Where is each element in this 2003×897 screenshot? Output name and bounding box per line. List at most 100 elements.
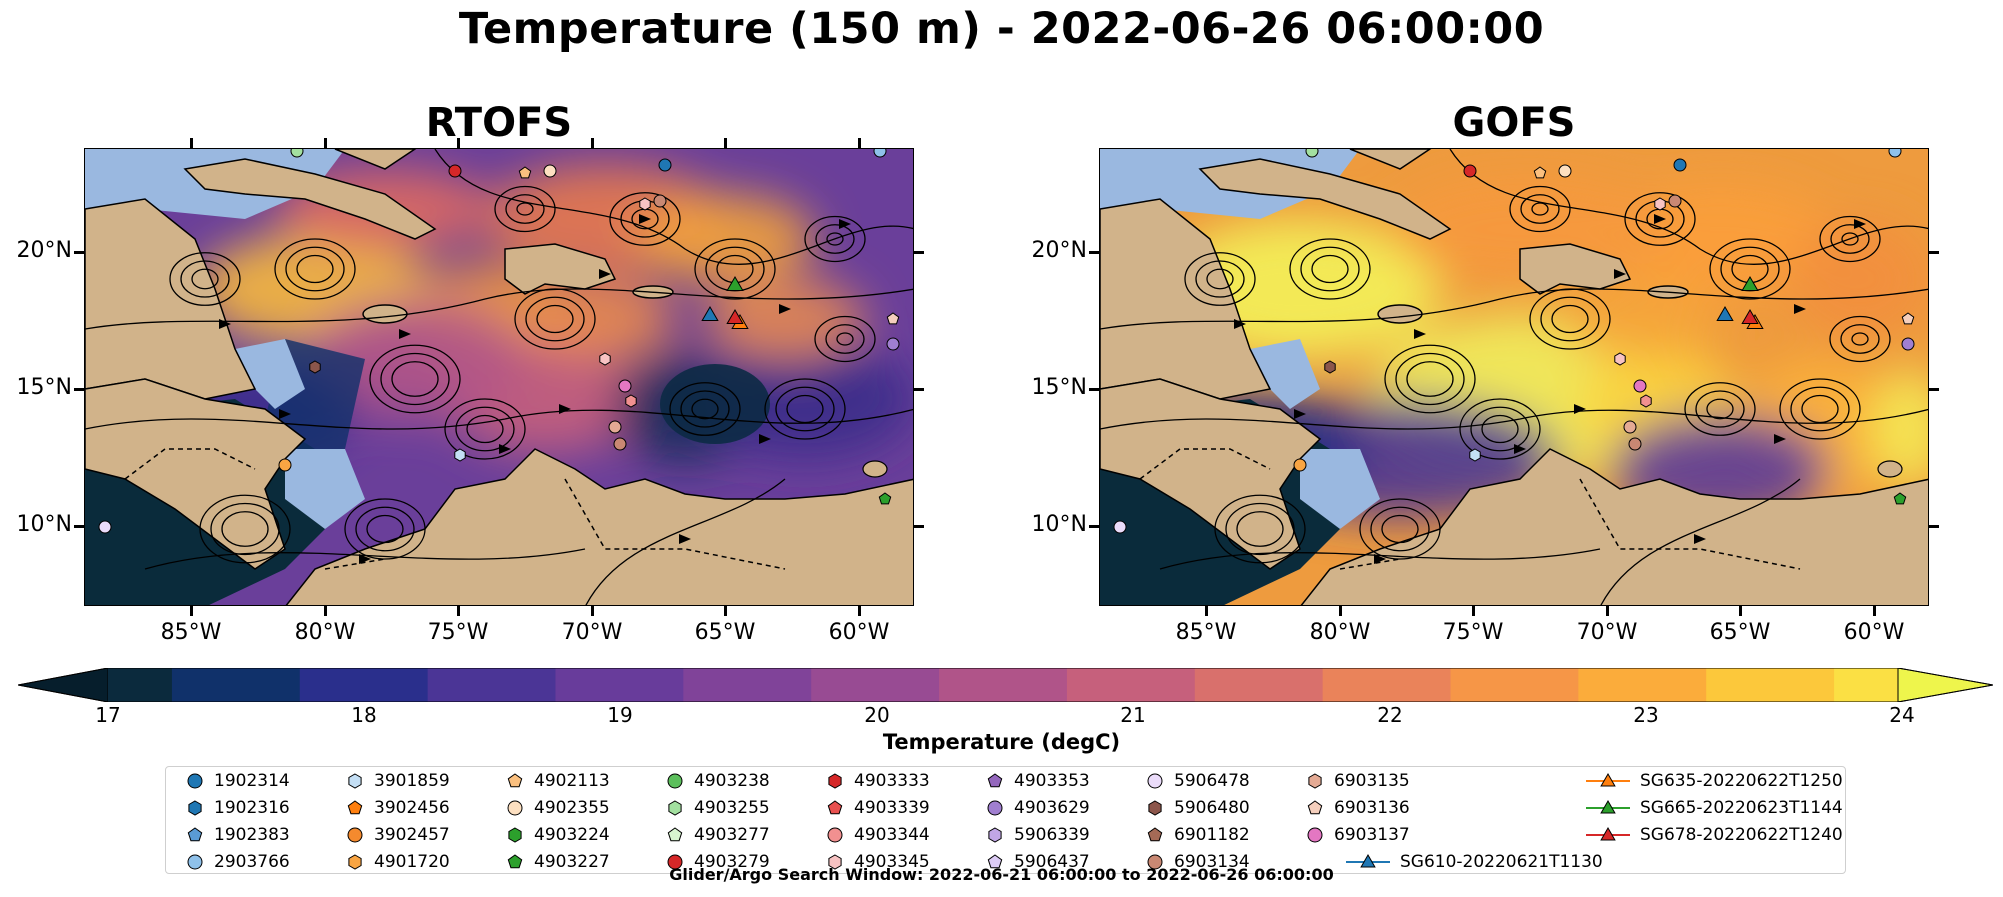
hexagon-marker-icon xyxy=(348,854,362,870)
hexagon-marker-icon xyxy=(508,827,522,843)
pentagon-icon xyxy=(1307,800,1323,815)
legend-item: 1902383 xyxy=(186,822,290,848)
float-marker-14 xyxy=(278,458,292,472)
circle-marker-icon xyxy=(507,800,523,816)
triangle-icon xyxy=(1600,772,1616,787)
float-marker-0 xyxy=(658,158,672,172)
circle-icon xyxy=(187,854,203,870)
pentagon-icon xyxy=(187,827,203,842)
float-marker-16 xyxy=(878,492,892,505)
pentagon-marker-icon xyxy=(827,800,843,815)
xtick-mark xyxy=(590,606,594,616)
legend-item: 4903345 xyxy=(826,849,930,875)
triangle-icon xyxy=(1600,799,1616,814)
pentagon-icon xyxy=(987,773,1003,788)
pentagon-icon xyxy=(507,773,523,788)
float-marker-13 xyxy=(1469,448,1481,462)
pentagon-icon xyxy=(987,854,1003,869)
land-cuba xyxy=(1198,158,1452,240)
circle-icon xyxy=(827,827,843,843)
colorbar-segment-8 xyxy=(1066,668,1196,702)
hexagon-icon xyxy=(508,827,522,843)
legend-item: 4903227 xyxy=(506,849,610,875)
land-florida xyxy=(334,149,417,170)
pentagon-marker-icon xyxy=(507,773,523,788)
circle-icon xyxy=(667,773,683,789)
colorbar-segment-11 xyxy=(1450,668,1579,702)
float-marker-2 xyxy=(518,166,532,179)
legend-label: 4903224 xyxy=(534,825,610,845)
float-marker-12 xyxy=(1628,437,1642,451)
map-panel-gofs[interactable] xyxy=(1099,148,1929,606)
legend-item: 6901182 xyxy=(1146,822,1250,848)
xtick-60w-left: 60°W xyxy=(828,620,890,645)
circle-marker-icon xyxy=(187,854,203,870)
legend-label: 6903134 xyxy=(1174,852,1250,872)
legend-label: 6903135 xyxy=(1334,771,1410,791)
ytick-mark xyxy=(914,524,924,528)
float-marker-15 xyxy=(98,520,112,534)
float-marker-7 xyxy=(1901,337,1915,351)
colorbar-segment-7 xyxy=(939,668,1068,702)
colorbar-segment-4 xyxy=(555,668,684,702)
pentagon-icon xyxy=(1147,827,1163,842)
float-marker-17 xyxy=(1324,360,1336,374)
circle-marker-icon xyxy=(1147,773,1163,789)
cbar-tick-17: 17 xyxy=(95,703,121,727)
xtick-mark xyxy=(723,606,727,616)
colorbar-segment-12 xyxy=(1578,668,1707,702)
ytick-20n-left: 20°N xyxy=(16,238,72,263)
glider-marker-1 xyxy=(1741,276,1759,291)
hexagon-icon xyxy=(188,800,202,816)
legend-label: 4903333 xyxy=(854,771,930,791)
float-marker-14 xyxy=(1293,458,1307,472)
xtick-75w-left: 75°W xyxy=(427,620,489,645)
float-marker-6 xyxy=(886,312,900,325)
xtick-mark xyxy=(323,606,327,616)
legend-label: 4903227 xyxy=(534,852,610,872)
legend-label: 4903629 xyxy=(1014,798,1090,818)
xtick-mark xyxy=(1872,606,1876,616)
xtick-mark xyxy=(723,138,727,148)
land-south-america xyxy=(1300,448,1928,605)
shelf-yucatan xyxy=(235,339,305,409)
map-panel-rtofs[interactable] xyxy=(84,148,914,606)
circle-icon xyxy=(1147,773,1163,789)
colorbar-label: Temperature (degC) xyxy=(882,730,1121,754)
legend-label: 1902314 xyxy=(214,771,290,791)
glider-marker-1 xyxy=(726,276,744,291)
xtick-70w-left: 70°W xyxy=(561,620,623,645)
legend-item: 3901859 xyxy=(346,768,450,794)
float-marker-3 xyxy=(1463,164,1477,178)
land-south-america xyxy=(285,448,913,605)
legend-item: 3902457 xyxy=(346,822,450,848)
country-borders xyxy=(1139,448,1801,570)
circle-marker-icon xyxy=(987,800,1003,816)
land-florida xyxy=(1349,149,1432,170)
legend-item: 6903137 xyxy=(1306,822,1410,848)
rtofs-temperature-map xyxy=(85,149,913,605)
xtick-85w-right: 85°W xyxy=(1175,620,1237,645)
legend-label: 4903238 xyxy=(694,771,770,791)
ytick-10n-right: 10°N xyxy=(1031,512,1087,537)
glider-marker-0 xyxy=(1716,306,1734,321)
xtick-mark xyxy=(189,606,193,616)
ytick-10n-left: 10°N xyxy=(16,512,72,537)
xtick-65w-right: 65°W xyxy=(1709,620,1771,645)
circle-icon xyxy=(187,773,203,789)
hexagon-icon xyxy=(348,773,362,789)
legend-item: 4902113 xyxy=(506,768,610,794)
glider-marker-3 xyxy=(726,309,744,324)
triangle-icon xyxy=(1600,826,1616,841)
legend-item: 4903277 xyxy=(666,822,770,848)
circle-marker-icon xyxy=(187,773,203,789)
float-marker-11 xyxy=(608,420,622,434)
legend-label: 4903255 xyxy=(694,798,770,818)
colorbar-segment-5 xyxy=(683,668,812,702)
legend-label: 4903344 xyxy=(854,825,930,845)
legend-item: 2903766 xyxy=(186,849,290,875)
legend-item: 4902355 xyxy=(506,795,610,821)
legend-item: 5906339 xyxy=(986,822,1090,848)
ytick-mark xyxy=(1089,524,1099,528)
circle-icon xyxy=(1307,827,1323,843)
